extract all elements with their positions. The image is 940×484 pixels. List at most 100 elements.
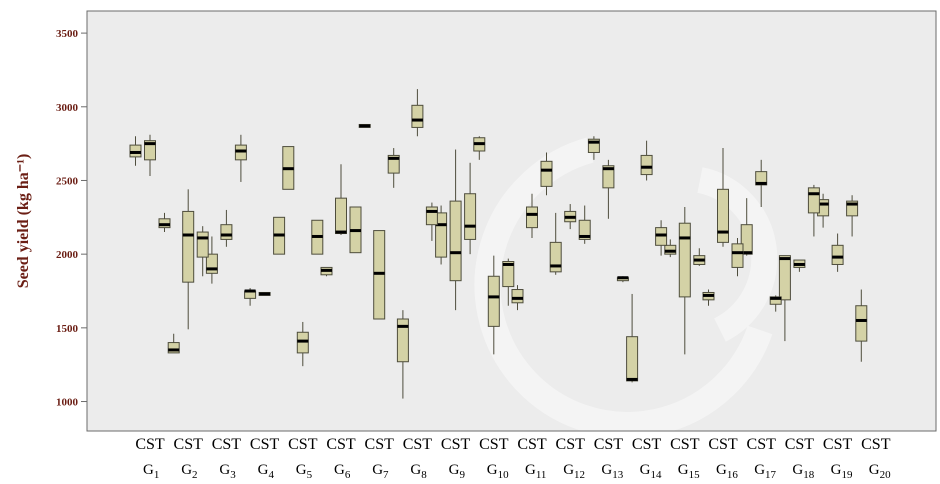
x-group-label: G17 [754, 462, 776, 481]
x-tick-label: CST [632, 436, 662, 453]
box-S-G12 [564, 204, 577, 230]
x-tick-label: CST [479, 436, 509, 453]
x-group-label: G11 [525, 462, 546, 481]
box-S-G19 [831, 233, 844, 272]
box-iqr [487, 275, 500, 327]
x-group-label: G2 [181, 462, 197, 481]
box-S-G17 [755, 159, 768, 207]
box-S-G5 [296, 321, 309, 367]
box-iqr [205, 253, 218, 274]
box-C-G8 [396, 310, 409, 399]
box-S-G13 [602, 159, 615, 219]
x-tick-label: CST [212, 436, 242, 453]
box-S-G14 [640, 140, 653, 181]
x-tick-label: CST [747, 436, 777, 453]
box-iqr [396, 318, 409, 363]
x-tick-label: CST [594, 436, 624, 453]
x-group-label: G18 [792, 462, 814, 481]
box-C-G16 [702, 289, 715, 306]
box-C-G5 [282, 146, 295, 190]
box-S-G4 [258, 291, 271, 296]
box-S-G2 [182, 189, 195, 330]
x-tick-label: CST [785, 436, 815, 453]
box-C-G14 [626, 293, 639, 383]
box-iqr [526, 206, 538, 229]
box-C-G13 [587, 136, 600, 160]
box-iqr [411, 104, 424, 128]
box-iqr [144, 140, 156, 161]
x-group-label: G19 [831, 462, 853, 481]
box-iqr [587, 138, 600, 153]
x-group-label: G7 [372, 462, 389, 481]
box-iqr [855, 305, 868, 342]
box-T-G12 [578, 205, 591, 244]
box-C-G2 [167, 333, 180, 354]
x-tick-label: CST [174, 436, 204, 453]
box-S-G10 [487, 255, 500, 355]
box-T-G7 [387, 148, 400, 188]
box-S-G11 [526, 193, 538, 238]
box-T-G2 [196, 226, 209, 277]
box-iqr [831, 244, 844, 265]
x-group-label: G1 [143, 462, 159, 481]
box-C-G10 [473, 136, 486, 160]
x-tick-label: CST [326, 436, 356, 453]
box-T-G16 [731, 237, 744, 277]
x-group-label: G5 [296, 462, 313, 481]
x-group-label: G15 [678, 462, 700, 481]
box-T-G1 [158, 212, 171, 233]
box-C-G4 [244, 288, 257, 306]
box-T-G17 [769, 295, 782, 312]
box-T-G8 [425, 202, 438, 241]
box-iqr [511, 289, 524, 304]
box-iqr [731, 243, 744, 268]
box-C-G15 [664, 239, 677, 258]
box-C-G1 [129, 136, 142, 166]
box-iqr [167, 342, 180, 354]
y-tick-label: 2500 [56, 175, 79, 187]
x-tick-label: CST [517, 436, 547, 453]
box-iqr [640, 154, 653, 176]
box-iqr [435, 212, 448, 258]
box-iqr [578, 219, 591, 240]
x-tick-label: CST [250, 436, 280, 453]
box-iqr [425, 206, 438, 226]
box-T-G3 [234, 134, 247, 182]
box-C-G6 [320, 266, 333, 277]
box-T-G4 [273, 216, 286, 255]
y-tick-label: 3000 [56, 102, 79, 114]
box-iqr [549, 241, 562, 273]
box-iqr [540, 160, 553, 187]
box-iqr [602, 165, 615, 189]
box-iqr [387, 154, 400, 174]
box-iqr [807, 187, 820, 214]
y-tick-label: 2000 [56, 249, 79, 261]
box-iqr [502, 261, 515, 288]
boxes [129, 89, 868, 399]
box-iqr [196, 231, 209, 258]
box-T-G5 [311, 219, 324, 255]
box-S-G9 [449, 149, 462, 311]
box-S-G8 [411, 89, 424, 137]
x-tick-label: CST [441, 436, 471, 453]
box-C-G20 [855, 289, 868, 362]
box-T-G6 [349, 206, 362, 254]
x-tick-label: CST [135, 436, 165, 453]
x-tick-label: CST [823, 436, 853, 453]
box-iqr [335, 197, 347, 235]
box-T-G15 [693, 248, 706, 266]
box-S-G6 [335, 164, 347, 235]
x-group-label: G14 [640, 462, 662, 481]
box-C-G7 [358, 123, 371, 128]
x-tick-label: CST [556, 436, 586, 453]
x-group-label: G16 [716, 462, 738, 481]
box-iqr [464, 193, 477, 240]
box-iqr [626, 336, 639, 382]
box-C-G12 [549, 212, 562, 275]
x-tick-label: CST [365, 436, 395, 453]
box-S-G1 [144, 134, 156, 177]
x-tick-label: CST [403, 436, 433, 453]
box-C-G3 [205, 236, 218, 284]
y-axis-title: Seed yield (kg ha⁻¹) [15, 154, 32, 289]
